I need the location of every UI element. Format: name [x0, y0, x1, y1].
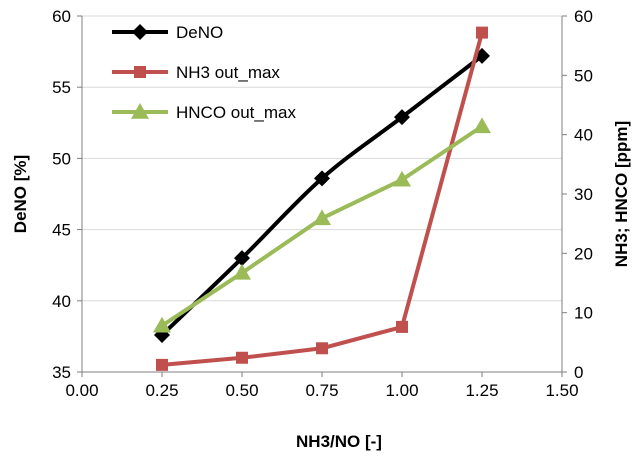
series-group [153, 26, 491, 371]
right-y-tick-label: 40 [574, 126, 593, 145]
right-y-tick-labels: 0 10 20 30 40 50 60 [574, 7, 593, 382]
legend-label: HNCO out_max [176, 103, 296, 122]
legend-label: DeNO [176, 23, 223, 42]
x-tick-label: 1.00 [385, 381, 418, 400]
data-point [316, 342, 328, 355]
left-y-tick-label: 60 [52, 7, 71, 26]
series-line [161, 32, 484, 367]
data-point [473, 117, 491, 134]
series-line [160, 124, 484, 328]
series-nh3-out-max [156, 26, 488, 371]
data-point [234, 250, 250, 267]
data-point [313, 209, 331, 226]
x-tick-label: 0.25 [145, 381, 178, 400]
left-y-tick-label: 55 [52, 78, 71, 97]
data-point [396, 320, 408, 333]
data-point [394, 109, 410, 126]
right-y-tick-label: 50 [574, 66, 593, 85]
legend: DeNO NH3 out_max HNCO out_max [112, 23, 296, 122]
legend-item: NH3 out_max [112, 63, 280, 82]
legend-item: HNCO out_max [112, 103, 296, 122]
x-tick-label: 1.50 [545, 381, 578, 400]
data-point [236, 351, 248, 364]
right-y-tick-label: 30 [574, 185, 593, 204]
legend-marker [132, 24, 148, 40]
legend-marker [131, 103, 149, 119]
right-y-tick-label: 60 [574, 7, 593, 26]
legend-item: DeNO [112, 23, 223, 42]
x-tick-label: 0.00 [65, 381, 98, 400]
data-point [156, 358, 168, 371]
x-tick-label: 0.50 [225, 381, 258, 400]
series-hnco-out-max [153, 117, 491, 333]
left-y-tick-label: 40 [52, 292, 71, 311]
right-y-tick-label: 10 [574, 304, 593, 323]
left-y-tick-label: 50 [52, 149, 71, 168]
gridlines [82, 15, 562, 302]
data-point [233, 263, 251, 280]
data-point [153, 316, 171, 333]
right-y-tick-label: 0 [574, 363, 583, 382]
legend-label: NH3 out_max [176, 63, 280, 82]
axes [77, 15, 567, 377]
data-point [314, 170, 330, 187]
left-y-tick-label: 45 [52, 221, 71, 240]
x-tick-label: 1.25 [465, 381, 498, 400]
x-axis-title: NH3/NO [-] [296, 432, 382, 451]
data-point [476, 26, 488, 39]
left-y-tick-label: 35 [52, 363, 71, 382]
legend-marker [134, 66, 146, 78]
data-point [393, 170, 411, 187]
x-tick-labels: 0.00 0.25 0.50 0.75 1.00 1.25 1.50 [65, 381, 578, 400]
right-y-tick-label: 20 [574, 244, 593, 263]
left-y-tick-labels: 35 40 45 50 55 60 [52, 7, 71, 382]
right-y-axis-title: NH3; HNCO [ppm] [612, 121, 631, 267]
x-tick-label: 0.75 [305, 381, 338, 400]
left-y-axis-title: DeNO [%] [11, 155, 30, 233]
